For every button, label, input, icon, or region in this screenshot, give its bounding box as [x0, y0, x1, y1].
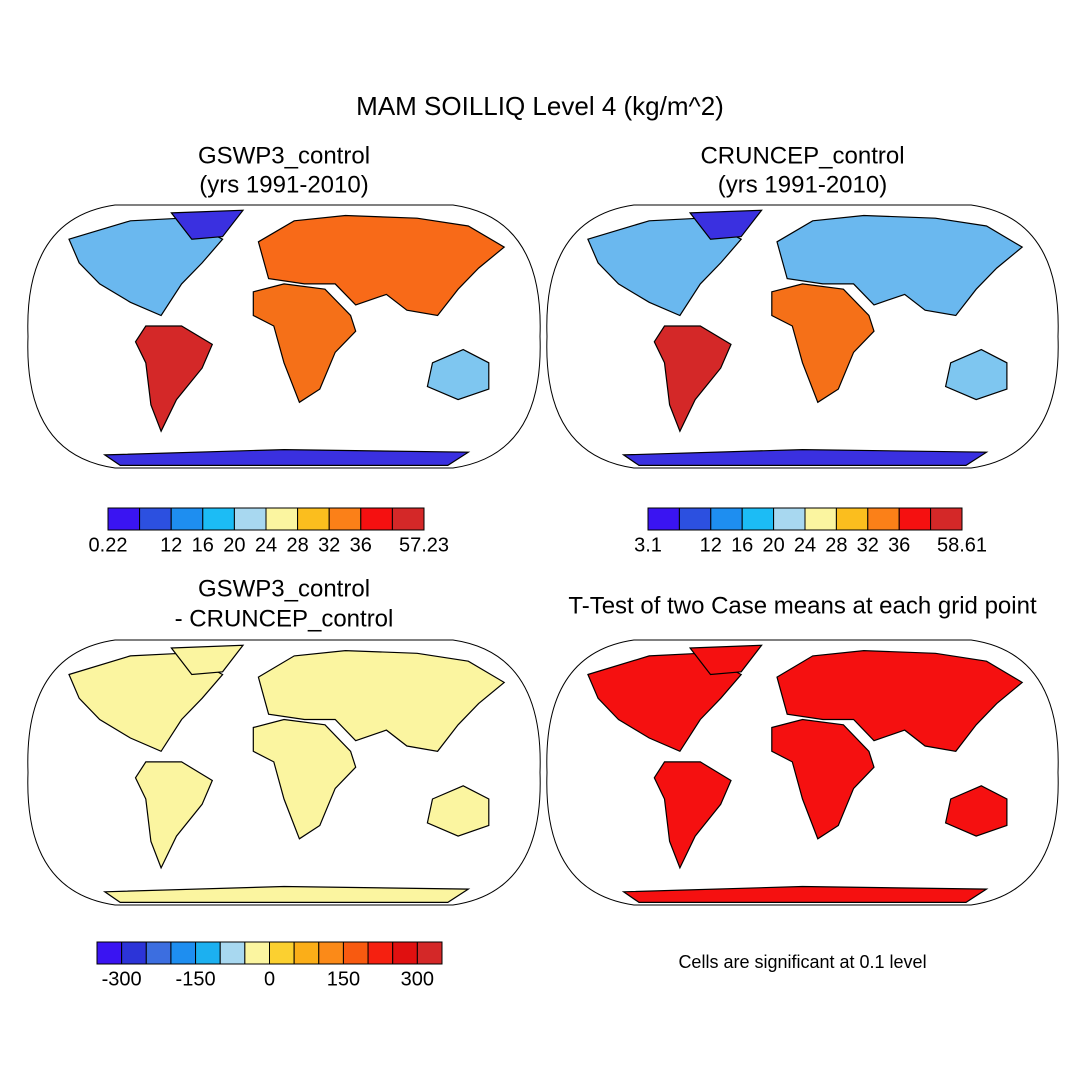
colorbar-box	[219, 941, 246, 965]
colorbar-box	[233, 507, 267, 531]
colorbar-box	[293, 941, 320, 965]
colorbar-label: 12	[160, 534, 182, 556]
land-au	[944, 785, 1008, 837]
panel-title: (yrs 1991-2010)	[718, 171, 887, 198]
colorbar-label: 0.22	[89, 534, 128, 556]
colorbar-box	[741, 507, 775, 531]
colorbar-box	[202, 507, 235, 531]
colorbar-box	[318, 941, 344, 965]
land-gl	[170, 644, 245, 676]
land-sa	[134, 761, 214, 870]
land-an	[621, 448, 989, 466]
colorbar-box	[416, 941, 443, 965]
land-au	[426, 785, 490, 837]
colorbar-label: 57.23	[399, 534, 449, 556]
land-na	[68, 217, 224, 317]
colorbar-box	[360, 507, 393, 531]
panel-title: GSWP3_control	[198, 575, 370, 602]
colorbar-box	[170, 507, 204, 531]
colorbar-label: 16	[731, 534, 753, 556]
colorbar-box	[835, 507, 869, 531]
land-eu	[257, 214, 506, 317]
land-gl	[688, 644, 763, 676]
colorbar-label: 0	[264, 968, 275, 990]
land-af	[771, 718, 875, 840]
land-na	[68, 652, 224, 753]
colorbar-label: 20	[223, 534, 245, 556]
colorbar-box	[930, 507, 963, 531]
colorbar-label: 58.61	[937, 534, 987, 556]
panel-title: (yrs 1991-2010)	[199, 171, 368, 198]
land-na	[587, 217, 743, 317]
land-na	[587, 652, 743, 753]
land-eu	[257, 649, 506, 752]
colorbar-box	[342, 941, 369, 965]
colorbar-box	[121, 941, 147, 965]
figure-title: MAM SOILLIQ Level 4 (kg/m^2)	[356, 91, 724, 121]
colorbar-box	[244, 941, 271, 965]
land-sa	[653, 325, 732, 433]
colorbar-label: 20	[762, 534, 784, 556]
land-an	[621, 885, 989, 903]
colorbar-label: 16	[192, 534, 214, 556]
colorbar-label: 36	[888, 534, 910, 556]
colorbar-label: 12	[700, 534, 722, 556]
colorbar-label: 24	[255, 534, 277, 556]
land-an	[102, 885, 471, 903]
land-eu	[776, 214, 1024, 317]
colorbar-box	[367, 941, 394, 965]
land-eu	[776, 649, 1024, 752]
colorbar-box	[170, 941, 197, 965]
land-gl	[170, 209, 245, 240]
colorbar-label: 3.1	[634, 534, 662, 556]
land-au	[944, 348, 1008, 401]
panel-title: T-Test of two Case means at each grid po…	[568, 592, 1037, 619]
panel-title: - CRUNCEP_control	[175, 605, 394, 632]
colorbar-box	[867, 507, 900, 531]
land-au	[426, 348, 490, 401]
colorbar-box	[898, 507, 932, 531]
panel-note: Cells are significant at 0.1 level	[678, 952, 926, 972]
panel-title: GSWP3_control	[198, 142, 370, 169]
colorbar-label: 150	[327, 968, 360, 990]
colorbar-label: -150	[176, 968, 216, 990]
colorbar-label: 32	[318, 534, 340, 556]
colorbar-box	[107, 507, 141, 531]
colorbar-label: 24	[794, 534, 816, 556]
colorbar-label: 300	[401, 968, 434, 990]
land-gl	[688, 209, 763, 240]
colorbar-label: -300	[102, 968, 142, 990]
colorbar-box	[678, 507, 712, 531]
colorbar-label: 32	[857, 534, 879, 556]
colorbar-box	[773, 507, 806, 531]
colorbar-box	[195, 941, 221, 965]
colorbar-box	[804, 507, 837, 531]
colorbar-box	[391, 507, 425, 531]
colorbar-box	[265, 507, 299, 531]
colorbar-box	[328, 507, 362, 531]
colorbar-label: 36	[350, 534, 372, 556]
land-sa	[134, 325, 214, 433]
colorbar-label: 28	[825, 534, 847, 556]
land-an	[102, 448, 471, 466]
colorbar-label: 28	[286, 534, 308, 556]
colorbar-box	[647, 507, 680, 531]
panel-title: CRUNCEP_control	[700, 142, 904, 169]
land-af	[252, 718, 357, 840]
colorbar-box	[710, 507, 743, 531]
colorbar-box	[139, 507, 172, 531]
land-sa	[653, 761, 732, 870]
colorbar-box	[96, 941, 123, 965]
land-af	[771, 283, 875, 404]
colorbar-box	[269, 941, 295, 965]
colorbar-box	[145, 941, 172, 965]
land-af	[252, 283, 357, 404]
colorbar-box	[297, 507, 330, 531]
colorbar-box	[392, 941, 418, 965]
